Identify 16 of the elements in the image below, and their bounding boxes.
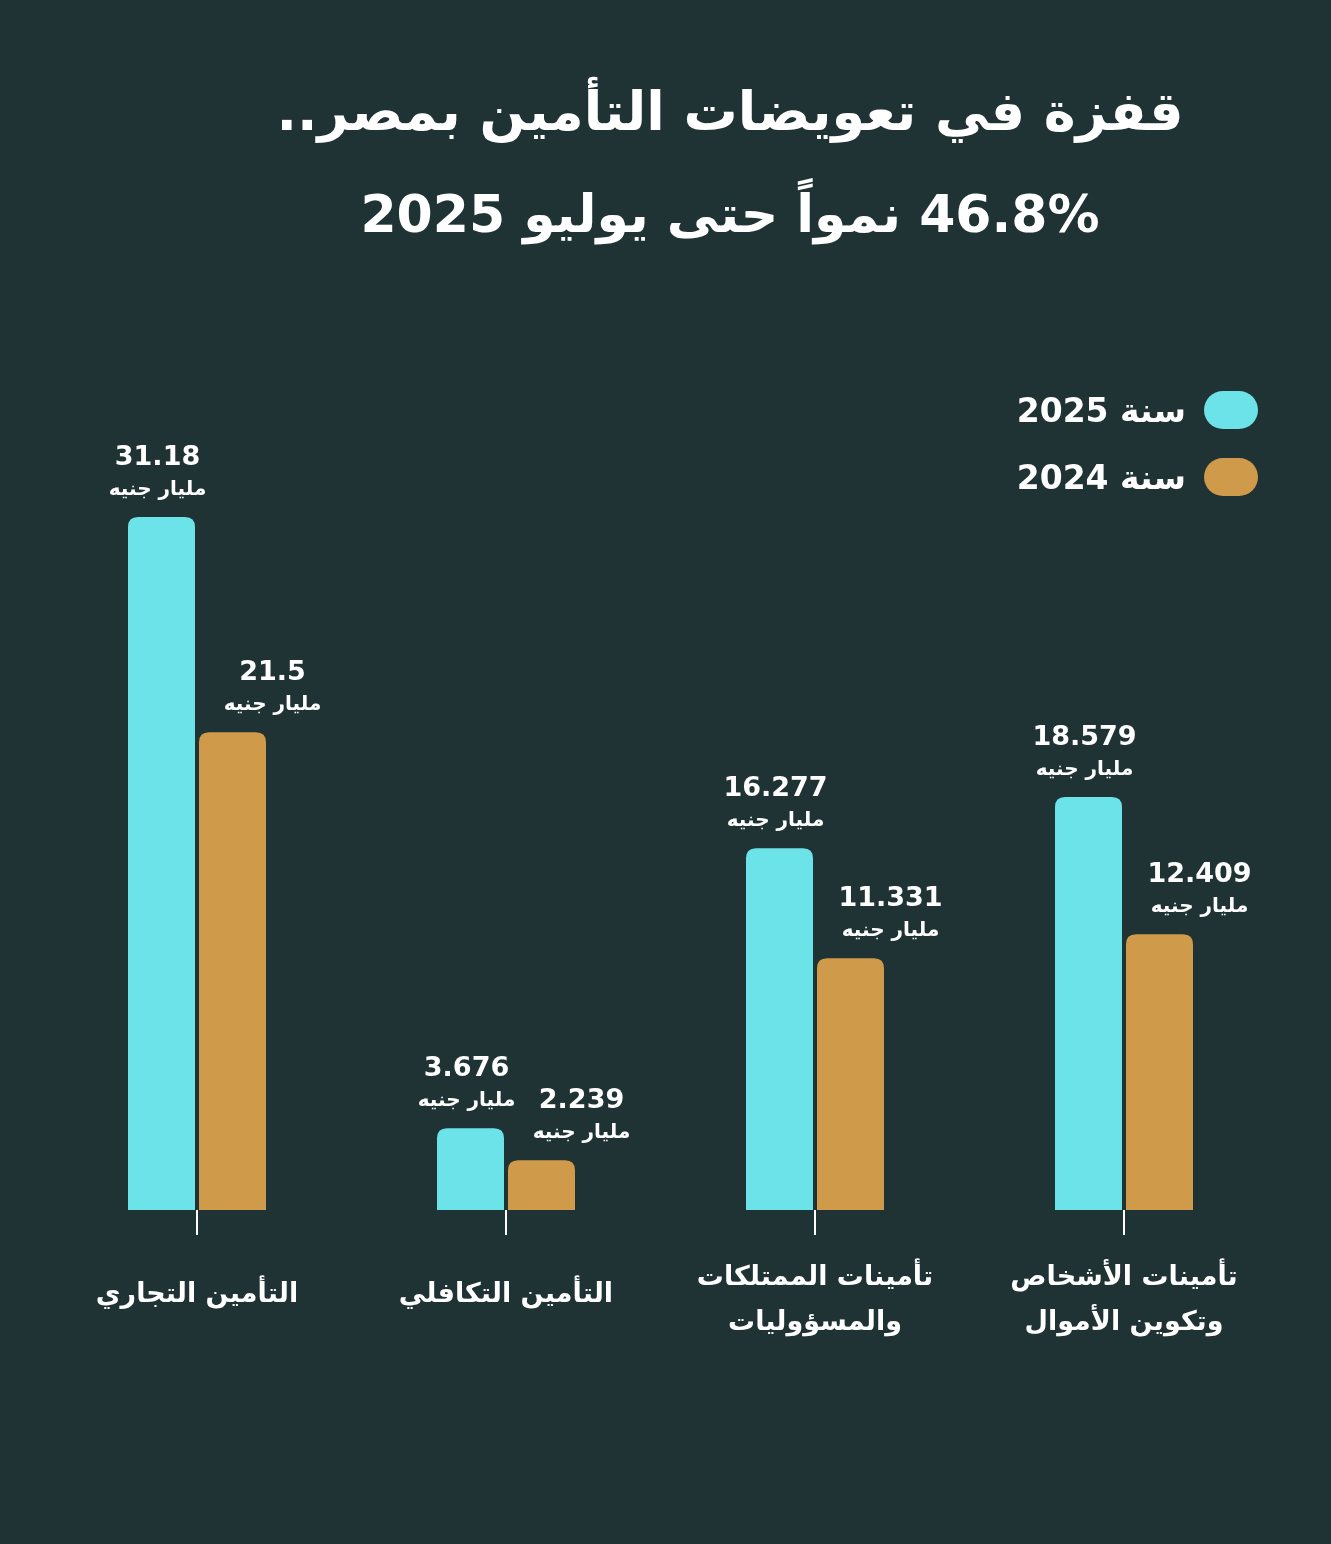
bar [199, 732, 266, 1210]
bar [746, 848, 813, 1210]
bar [1126, 934, 1193, 1210]
x-tick-label: تأمينات الممتلكات والمسؤوليات [696, 1258, 934, 1337]
x-tick-label: التأمين التكافلي [398, 1275, 614, 1309]
bar [1055, 797, 1122, 1210]
bar [437, 1128, 504, 1210]
chart-subtitle: 46.8% نمواً حتى يوليو 2025 [360, 177, 1100, 245]
legend-label: سنة 2025 [1016, 391, 1186, 430]
legend-label: سنة 2024 [1016, 458, 1186, 497]
chart-title: قفزة في تعويضات التأمين بمصر.. [276, 76, 1184, 143]
bar [508, 1160, 575, 1210]
x-tick-label: التأمين التجاري [95, 1275, 299, 1309]
bar [128, 517, 195, 1210]
bar [817, 958, 884, 1210]
x-tick-label: تأمينات الأشخاص وتكوين الأموال [1010, 1258, 1238, 1337]
